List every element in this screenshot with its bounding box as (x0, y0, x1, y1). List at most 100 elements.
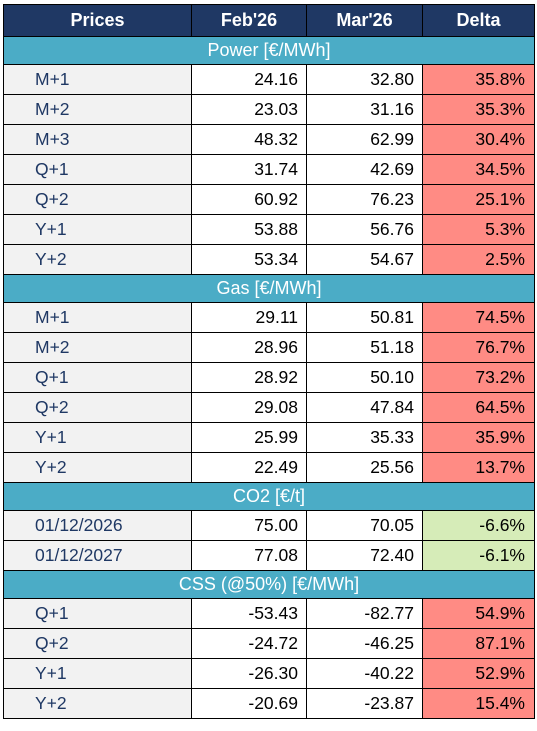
feb-value: 53.34 (191, 244, 307, 275)
feb-value: 23.03 (191, 94, 307, 125)
row-label: Q+2 (3, 392, 192, 423)
mar-value: 51.18 (306, 332, 423, 363)
row-label: Y+1 (3, 658, 192, 689)
feb-value: -26.30 (191, 658, 307, 689)
table-row: M+1 24.16 32.80 35.8% (3, 64, 535, 95)
delta-value: 73.2% (422, 362, 535, 393)
section-header-css: CSS (@50%) [€/MWh] (3, 570, 535, 599)
column-header-prices: Prices (3, 4, 192, 37)
table-row: Y+1 25.99 35.33 35.9% (3, 422, 535, 453)
feb-value: -24.72 (191, 628, 307, 659)
section-title: Power [€/MWh] (3, 36, 535, 65)
delta-value: 87.1% (422, 628, 535, 659)
section-header-gas: Gas [€/MWh] (3, 274, 535, 303)
table-row: Q+1 31.74 42.69 34.5% (3, 154, 535, 185)
row-label: Q+1 (3, 598, 192, 629)
mar-value: -46.25 (306, 628, 423, 659)
table-row: M+1 29.11 50.81 74.5% (3, 302, 535, 333)
row-label: Q+1 (3, 154, 192, 185)
table-row: M+3 48.32 62.99 30.4% (3, 124, 535, 155)
mar-value: 56.76 (306, 214, 423, 245)
mar-value: 35.33 (306, 422, 423, 453)
row-label: M+3 (3, 124, 192, 155)
feb-value: 77.08 (191, 540, 307, 571)
delta-value: 35.3% (422, 94, 535, 125)
feb-value: 60.92 (191, 184, 307, 215)
row-label: M+2 (3, 332, 192, 363)
table-row: Q+2 60.92 76.23 25.1% (3, 184, 535, 215)
mar-value: -82.77 (306, 598, 423, 629)
feb-value: 53.88 (191, 214, 307, 245)
mar-value: 47.84 (306, 392, 423, 423)
delta-value: 64.5% (422, 392, 535, 423)
column-header-feb: Feb'26 (191, 4, 307, 37)
mar-value: 62.99 (306, 124, 423, 155)
mar-value: 42.69 (306, 154, 423, 185)
delta-value: -6.1% (422, 540, 535, 571)
feb-value: 25.99 (191, 422, 307, 453)
table-row: Y+1 53.88 56.76 5.3% (3, 214, 535, 245)
section-title: Gas [€/MWh] (3, 274, 535, 303)
row-label: 01/12/2026 (3, 510, 192, 541)
section-header-power: Power [€/MWh] (3, 36, 535, 65)
feb-value: 29.08 (191, 392, 307, 423)
delta-value: 76.7% (422, 332, 535, 363)
delta-value: 34.5% (422, 154, 535, 185)
mar-value: 72.40 (306, 540, 423, 571)
row-label: Q+2 (3, 628, 192, 659)
prices-table: Prices Feb'26 Mar'26 Delta Power [€/MWh]… (3, 4, 535, 719)
feb-value: 48.32 (191, 124, 307, 155)
row-label: Y+2 (3, 688, 192, 719)
row-label: Y+2 (3, 452, 192, 483)
delta-value: 52.9% (422, 658, 535, 689)
table-row: Q+2 29.08 47.84 64.5% (3, 392, 535, 423)
mar-value: -23.87 (306, 688, 423, 719)
section-header-co2: CO2 [€/t] (3, 482, 535, 511)
delta-value: -6.6% (422, 510, 535, 541)
row-label: 01/12/2027 (3, 540, 192, 571)
row-label: Y+1 (3, 422, 192, 453)
table-body: Power [€/MWh] M+1 24.16 32.80 35.8% M+2 23.03 3… (3, 36, 535, 719)
mar-value: 50.10 (306, 362, 423, 393)
delta-value: 74.5% (422, 302, 535, 333)
row-label: Q+2 (3, 184, 192, 215)
delta-value: 5.3% (422, 214, 535, 245)
mar-value: 50.81 (306, 302, 423, 333)
mar-value: 25.56 (306, 452, 423, 483)
table-row: M+2 23.03 31.16 35.3% (3, 94, 535, 125)
table-row: Q+2 -24.72 -46.25 87.1% (3, 628, 535, 659)
feb-value: -20.69 (191, 688, 307, 719)
row-label: Q+1 (3, 362, 192, 393)
row-label: Y+2 (3, 244, 192, 275)
delta-value: 35.8% (422, 64, 535, 95)
feb-value: 29.11 (191, 302, 307, 333)
mar-value: 31.16 (306, 94, 423, 125)
section-title: CSS (@50%) [€/MWh] (3, 570, 535, 599)
row-label: M+2 (3, 94, 192, 125)
feb-value: 28.92 (191, 362, 307, 393)
row-label: M+1 (3, 302, 192, 333)
mar-value: -40.22 (306, 658, 423, 689)
delta-value: 35.9% (422, 422, 535, 453)
delta-value: 2.5% (422, 244, 535, 275)
section-title: CO2 [€/t] (3, 482, 535, 511)
table-row: 01/12/2027 77.08 72.40 -6.1% (3, 540, 535, 571)
delta-value: 25.1% (422, 184, 535, 215)
table-row: Q+1 28.92 50.10 73.2% (3, 362, 535, 393)
row-label: Y+1 (3, 214, 192, 245)
mar-value: 76.23 (306, 184, 423, 215)
mar-value: 32.80 (306, 64, 423, 95)
table-row: 01/12/2026 75.00 70.05 -6.6% (3, 510, 535, 541)
mar-value: 70.05 (306, 510, 423, 541)
table-row: Q+1 -53.43 -82.77 54.9% (3, 598, 535, 629)
feb-value: 75.00 (191, 510, 307, 541)
feb-value: 28.96 (191, 332, 307, 363)
feb-value: 24.16 (191, 64, 307, 95)
table-row: Y+2 -20.69 -23.87 15.4% (3, 688, 535, 719)
delta-value: 54.9% (422, 598, 535, 629)
delta-value: 15.4% (422, 688, 535, 719)
feb-value: 31.74 (191, 154, 307, 185)
mar-value: 54.67 (306, 244, 423, 275)
delta-value: 30.4% (422, 124, 535, 155)
feb-value: 22.49 (191, 452, 307, 483)
